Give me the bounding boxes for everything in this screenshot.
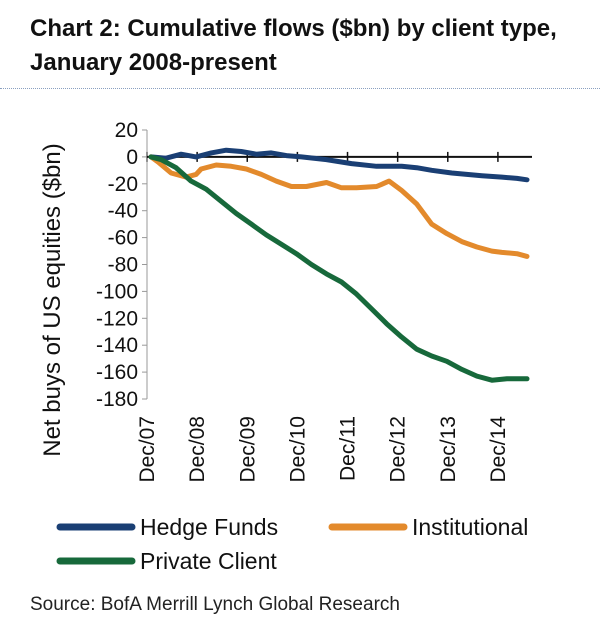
- axis-lines: [146, 130, 532, 399]
- x-tick-label: Dec/14: [487, 416, 510, 483]
- x-tick-label: Dec/11: [337, 416, 360, 481]
- series-line-hedge-funds: [148, 147, 530, 183]
- y-tick-label: -80: [108, 254, 138, 277]
- x-tick-label: Dec/13: [437, 416, 460, 483]
- x-tick-label: Dec/09: [236, 416, 259, 483]
- y-tick-label: -60: [108, 227, 138, 250]
- source-note: Source: BofA Merrill Lynch Global Resear…: [30, 594, 400, 615]
- title-divider: [0, 88, 600, 89]
- x-tick-label: Dec/08: [186, 416, 209, 483]
- legend-label-private-client: Private Client: [140, 548, 277, 574]
- chart-title-line-2: January 2008-present: [30, 49, 277, 76]
- y-axis-ticks: 20 0 -20 -40 -60 -80 -100 -120 -140 -160 -180: [96, 119, 147, 411]
- y-axis-label: Net buys of US equities ($bn): [39, 143, 66, 457]
- chart-title: Chart 2: Cumulative flows ($bn) by clien…: [30, 12, 590, 80]
- y-tick-label: 0: [126, 146, 138, 169]
- x-tick-label: Dec/07: [136, 416, 159, 483]
- y-tick-label: -100: [96, 280, 138, 303]
- y-tick-label: -160: [96, 361, 138, 384]
- y-tick-label: -180: [96, 388, 138, 411]
- chart-title-line-1: Chart 2: Cumulative flows ($bn) by clien…: [30, 15, 557, 42]
- y-tick-label: -140: [96, 334, 138, 357]
- legend: Hedge Funds Institutional Private Client: [56, 514, 528, 574]
- x-tick-label: Dec/10: [286, 416, 309, 483]
- x-axis-ticks: Dec/07 Dec/08 Dec/09 Dec/10 Dec/11 Dec/12 Dec/…: [136, 151, 510, 483]
- y-tick-label: -120: [96, 307, 138, 330]
- series-line-institutional: [148, 154, 530, 259]
- y-tick-label: -40: [108, 200, 138, 223]
- x-tick-label: Dec/12: [387, 416, 410, 483]
- series-lines: [148, 147, 530, 383]
- legend-label-institutional: Institutional: [412, 514, 528, 540]
- legend-label-hedge-funds: Hedge Funds: [140, 514, 278, 540]
- line-chart: Net buys of US equities ($bn) 20 0 -20 -40 -…: [39, 119, 532, 574]
- y-tick-label: 20: [115, 119, 138, 142]
- y-axis-label-group: Net buys of US equities ($bn): [39, 143, 66, 457]
- series-line-private-client: [148, 154, 530, 383]
- y-tick-label: -20: [108, 173, 138, 196]
